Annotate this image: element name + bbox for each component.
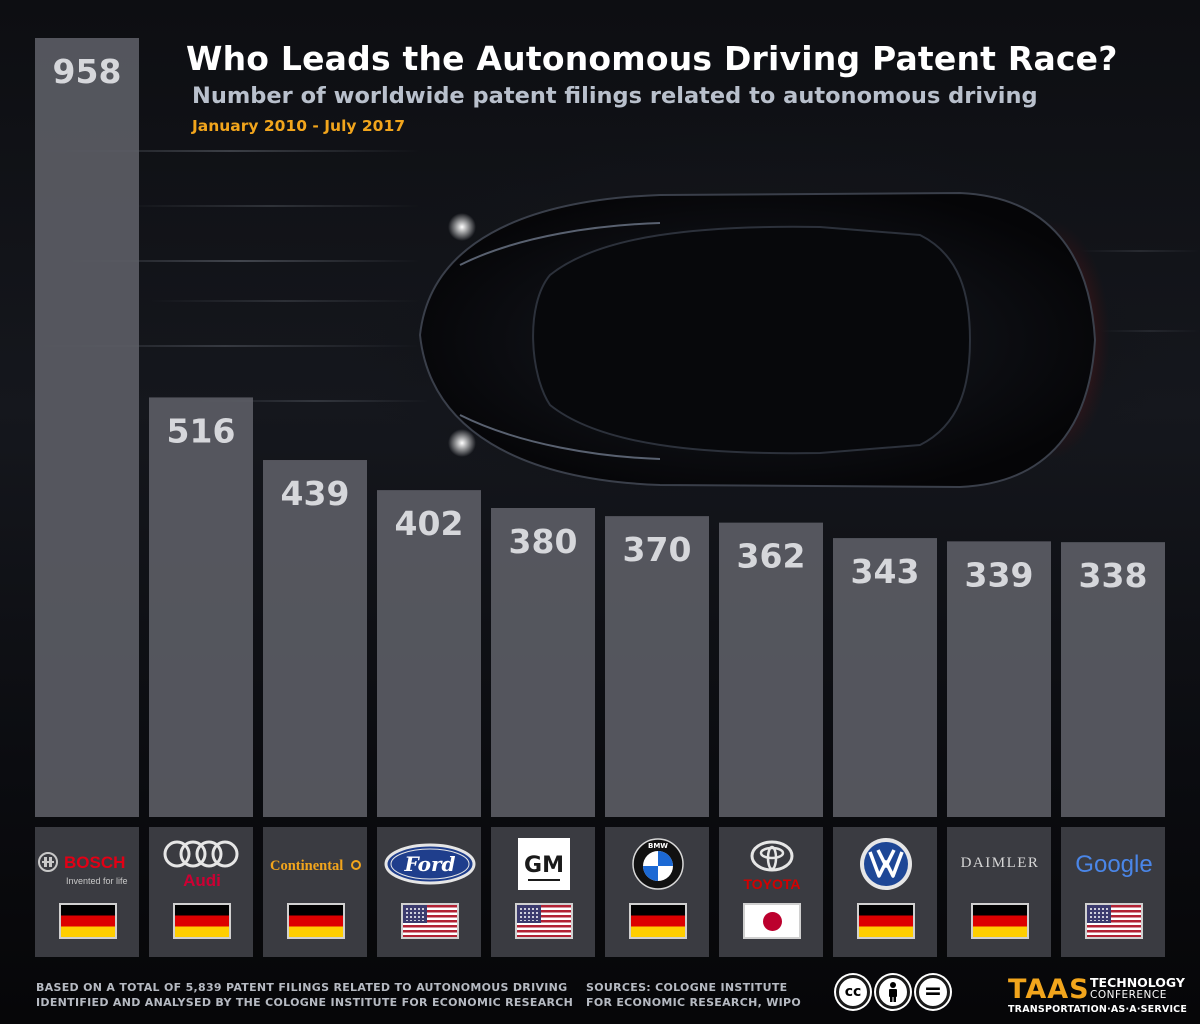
bar-value-label: 402 <box>395 504 464 543</box>
gm-logo: GM <box>492 836 596 892</box>
toyota-name: TOYOTA <box>743 876 800 892</box>
creative-commons-badge: cc = <box>836 975 950 1009</box>
daimler-name: DAIMLER <box>961 855 1040 871</box>
audi-name: Audi <box>183 871 221 890</box>
google-name: Google <box>1075 851 1152 878</box>
no-derivatives-icon: = <box>916 975 950 1009</box>
bar-value-label: 516 <box>167 411 236 450</box>
chart-period: January 2010 - July 2017 <box>192 117 406 135</box>
flag-germany <box>59 903 117 939</box>
bar-daimler <box>947 541 1051 817</box>
flag-usa <box>515 903 573 939</box>
footnote-line-1: BASED ON A TOTAL OF 5,839 PATENT FILINGS… <box>36 981 568 994</box>
taas-tagline: TRANSPORTATION·AS·A·SERVICE <box>1008 1004 1188 1015</box>
bar-value-label: 370 <box>623 530 692 569</box>
flag-usa <box>401 903 459 939</box>
bar-value-label: 338 <box>1079 556 1148 595</box>
bar-google <box>1061 542 1165 817</box>
bar-value-label: 339 <box>965 555 1034 594</box>
bar-ford <box>377 490 481 817</box>
cc-icon: cc <box>836 975 870 1009</box>
flag-japan <box>743 903 801 939</box>
bmw-name: BMW <box>648 842 668 850</box>
bosch-name: BOSCH <box>64 853 125 872</box>
toyota-logo: TOYOTA <box>720 836 824 892</box>
bar-value-label: 343 <box>851 552 920 591</box>
car-illustration <box>418 191 1110 489</box>
vw-logo <box>834 836 938 892</box>
bar-value-label: 362 <box>737 537 806 576</box>
bar-toyota <box>719 522 823 817</box>
continental-name: Continental <box>270 858 343 874</box>
taas-brand: TAAS <box>1008 974 1090 1005</box>
title-block: Who Leads the Autonomous Driving Patent … <box>186 40 1186 136</box>
flag-germany <box>287 903 345 939</box>
bmw-logo: BMW <box>606 836 710 892</box>
bar-value-label: 380 <box>509 522 578 561</box>
sources: SOURCES: COLOGNE INSTITUTE FOR ECONOMIC … <box>586 980 801 1010</box>
bar-audi <box>149 397 253 817</box>
bar-value-label: 958 <box>53 52 122 91</box>
daimler-logo: DAIMLER <box>948 836 1052 892</box>
sources-line-1: SOURCES: COLOGNE INSTITUTE <box>586 981 788 994</box>
ford-name: Ford <box>404 852 456 876</box>
chart-title: Who Leads the Autonomous Driving Patent … <box>186 39 1118 78</box>
flag-germany <box>971 903 1029 939</box>
taas-conference: CONFERENCE <box>1090 989 1167 1001</box>
bar-bmw <box>605 516 709 817</box>
bar-gm <box>491 508 595 817</box>
google-logo: Google <box>1062 836 1166 892</box>
bar-vw <box>833 538 937 817</box>
taas-technology: TECHNOLOGY <box>1090 975 1185 990</box>
flag-germany <box>173 903 231 939</box>
bosch-tagline: Invented for life <box>66 876 128 886</box>
ford-logo: Ford <box>378 836 482 892</box>
footnote-line-2: IDENTIFIED AND ANALYSED BY THE COLOGNE I… <box>36 996 574 1009</box>
bar-bosch <box>35 38 139 817</box>
bar-value-label: 439 <box>281 474 350 513</box>
bar-continental <box>263 460 367 817</box>
gm-name: GM <box>524 853 564 878</box>
chart-subtitle: Number of worldwide patent filings relat… <box>192 83 1038 109</box>
flag-germany <box>629 903 687 939</box>
sources-line-2: FOR ECONOMIC RESEARCH, WIPO <box>586 996 802 1009</box>
flag-germany <box>857 903 915 939</box>
attribution-icon <box>876 975 910 1009</box>
bosch-logo: BOSCH Invented for life <box>36 836 140 892</box>
audi-logo: Audi <box>150 836 254 892</box>
taas-logo: TAAS TECHNOLOGY CONFERENCE TRANSPORTATIO… <box>1008 974 1198 1016</box>
continental-logo: Continental <box>264 836 368 892</box>
footnote: BASED ON A TOTAL OF 5,839 PATENT FILINGS… <box>36 980 573 1010</box>
flag-usa <box>1085 903 1143 939</box>
